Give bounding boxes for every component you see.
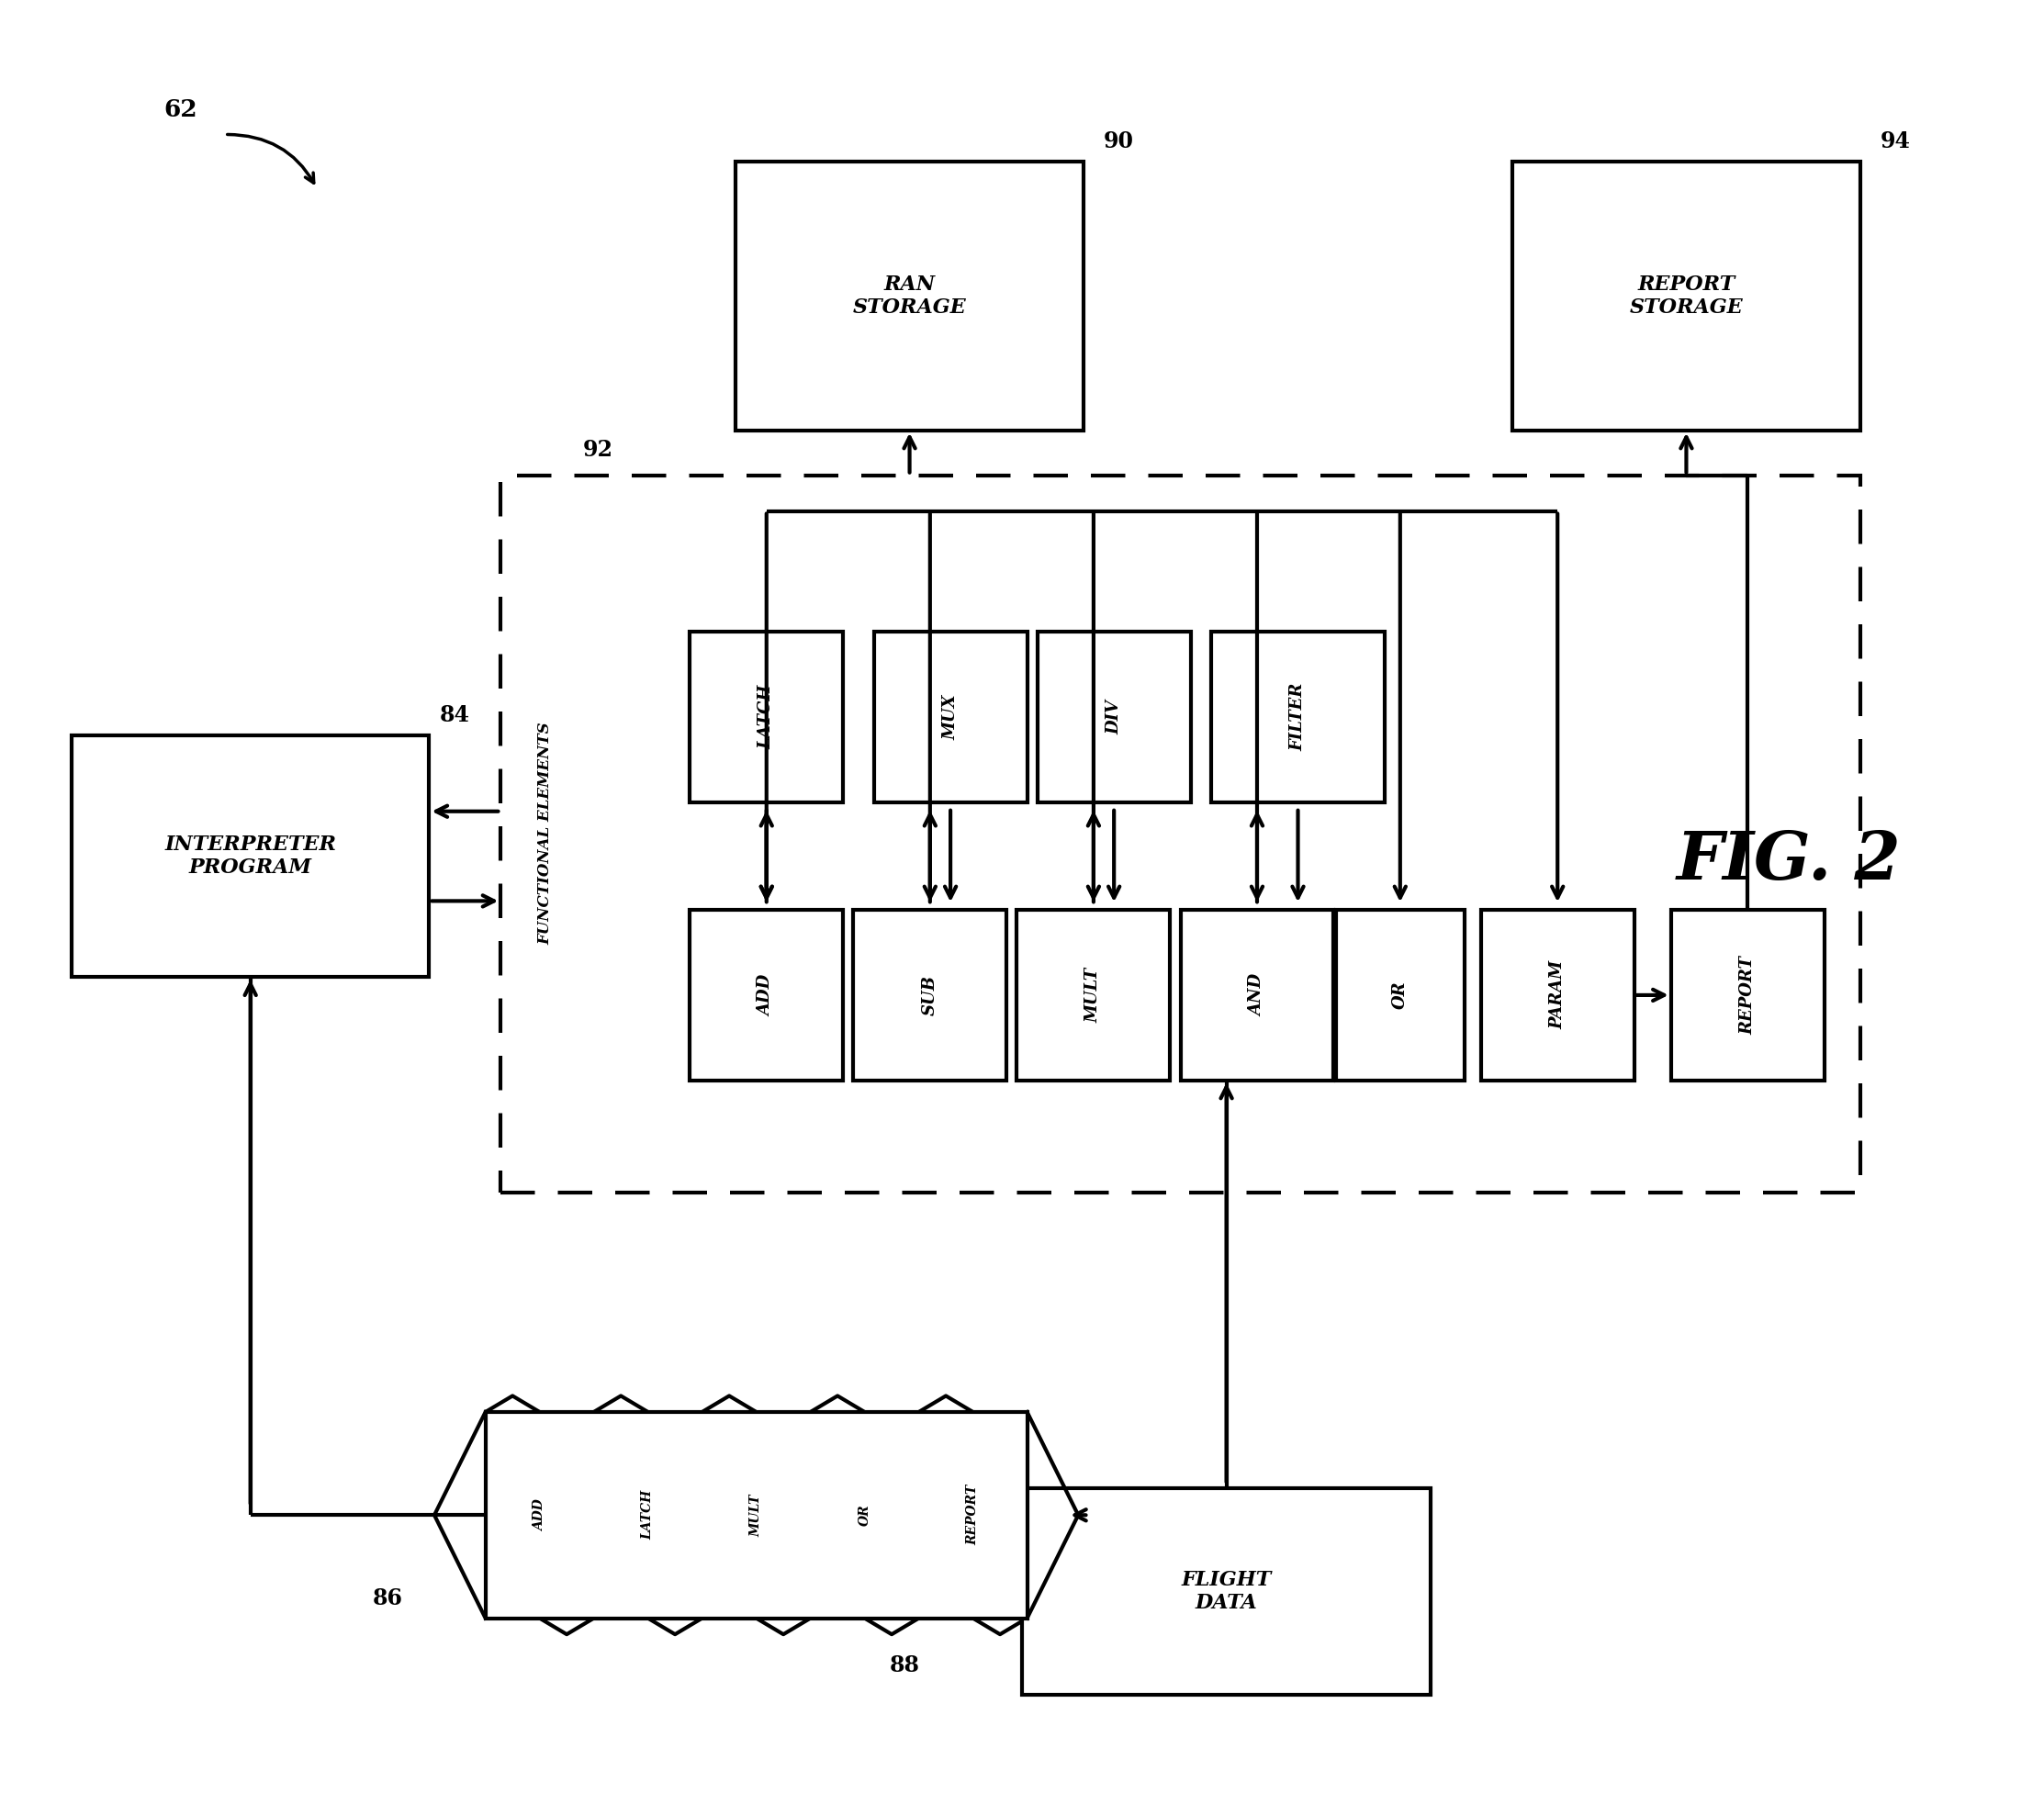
Bar bbox=[736, 161, 1083, 430]
Bar bbox=[1036, 633, 1190, 803]
Text: FLIGHT
DATA: FLIGHT DATA bbox=[1181, 1569, 1271, 1614]
Bar bbox=[689, 909, 842, 1079]
Text: MULT: MULT bbox=[750, 1494, 762, 1537]
Text: ADD: ADD bbox=[758, 974, 775, 1017]
Text: DIV: DIV bbox=[1106, 699, 1122, 735]
Bar bbox=[1210, 633, 1384, 803]
Text: PARAM: PARAM bbox=[1549, 961, 1566, 1029]
Text: 84: 84 bbox=[439, 705, 470, 726]
Bar bbox=[1022, 1488, 1431, 1694]
Text: SUB: SUB bbox=[922, 975, 938, 1015]
Text: LATCH: LATCH bbox=[642, 1490, 654, 1540]
Text: 94: 94 bbox=[1880, 131, 1911, 152]
Bar bbox=[854, 909, 1006, 1079]
Bar bbox=[72, 735, 429, 977]
Text: REPORT: REPORT bbox=[967, 1485, 979, 1546]
Bar bbox=[1337, 909, 1464, 1079]
Bar bbox=[875, 633, 1026, 803]
Text: INTERPRETER
PROGRAM: INTERPRETER PROGRAM bbox=[164, 834, 337, 879]
Text: 88: 88 bbox=[889, 1655, 920, 1676]
Bar bbox=[484, 1413, 1026, 1617]
Bar bbox=[689, 633, 842, 803]
Bar bbox=[1018, 909, 1169, 1079]
Text: REPORT: REPORT bbox=[1739, 956, 1756, 1035]
Text: OR: OR bbox=[858, 1504, 871, 1526]
Bar bbox=[1513, 161, 1860, 430]
Text: FUNCTIONAL ELEMENTS: FUNCTIONAL ELEMENTS bbox=[538, 723, 554, 945]
Text: MULT: MULT bbox=[1085, 968, 1102, 1022]
Text: 92: 92 bbox=[583, 439, 613, 461]
Text: REPORT
STORAGE: REPORT STORAGE bbox=[1629, 274, 1744, 317]
Text: FILTER: FILTER bbox=[1290, 683, 1306, 751]
Text: 86: 86 bbox=[372, 1587, 403, 1610]
Text: MUX: MUX bbox=[942, 694, 959, 741]
Bar bbox=[501, 475, 1860, 1192]
Bar bbox=[1670, 909, 1823, 1079]
Bar bbox=[1181, 909, 1333, 1079]
Text: OR: OR bbox=[1392, 981, 1408, 1009]
Text: FIG. 2: FIG. 2 bbox=[1676, 828, 1901, 893]
Text: AND: AND bbox=[1249, 974, 1265, 1017]
Text: ADD: ADD bbox=[533, 1499, 546, 1531]
Text: RAN
STORAGE: RAN STORAGE bbox=[852, 274, 967, 317]
Bar bbox=[1480, 909, 1633, 1079]
Text: LATCH: LATCH bbox=[758, 685, 775, 749]
Text: 62: 62 bbox=[164, 99, 196, 122]
Text: 90: 90 bbox=[1104, 131, 1134, 152]
